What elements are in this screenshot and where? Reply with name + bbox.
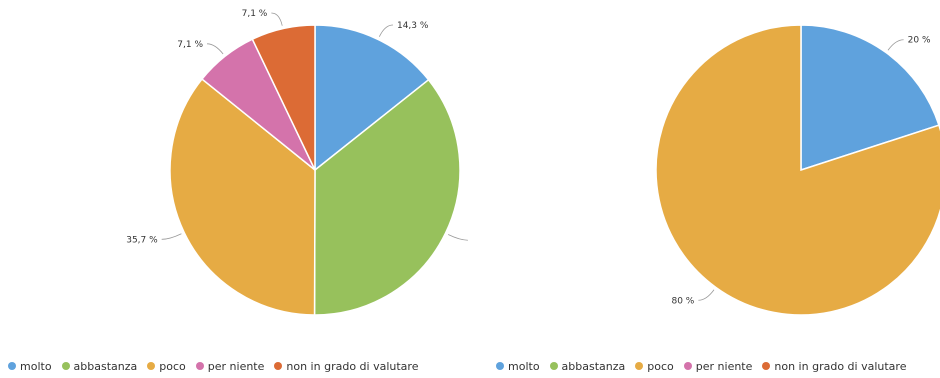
slice-label-poco: 35,7 % — [126, 235, 158, 245]
pie-slice-molto[interactable] — [314, 24, 430, 172]
slice-label-per-niente: 7,1 % — [177, 40, 203, 50]
slice-label-molto: 14,3 % — [397, 21, 429, 31]
pie-chart-right: 20 % 80 % molto abbastanza poco per nient… — [470, 0, 940, 378]
legend-right: molto abbastanza poco per niente non in … — [496, 358, 916, 374]
legend-dot-abbastanza — [549, 362, 558, 370]
legend-left: molto abbastanza poco per niente non in … — [8, 358, 428, 374]
legend-item-non-in-grado[interactable]: non in grado di valutare — [762, 360, 906, 373]
legend-item-per-niente[interactable]: per niente — [683, 359, 753, 373]
leader-line-non-in-grado-di-valutare — [271, 12, 283, 26]
legend-dot-abbastanza — [61, 362, 70, 370]
legend-item-abbastanza[interactable]: abbastanza — [61, 359, 138, 373]
pie-slice-non-in-grado-di-valutare[interactable] — [251, 24, 316, 171]
slice-label-non-in-grado-di-valutare: 7,1 % — [242, 9, 268, 19]
legend-dot-poco — [147, 362, 156, 370]
legend-dot-per-niente — [683, 362, 692, 370]
legend-dot-molto — [496, 362, 504, 370]
pie-slice-abbastanza[interactable] — [313, 78, 461, 316]
legend-dot-poco — [635, 362, 644, 370]
legend-item-non-in-grado[interactable]: non in grado di valutare — [274, 360, 418, 373]
leader-line-poco — [698, 289, 715, 301]
pie-slice-molto[interactable] — [800, 24, 940, 172]
legend-item-abbastanza[interactable]: abbastanza — [549, 359, 626, 373]
legend-item-molto[interactable]: molto — [8, 360, 52, 373]
leader-line-per-niente — [207, 43, 224, 55]
legend-item-molto[interactable]: molto — [496, 360, 540, 373]
legend-label-molto: molto — [508, 359, 540, 373]
legend-label-per-niente: per niente — [207, 359, 265, 373]
legend-dot-non-in-grado — [274, 362, 283, 370]
leader-line-abbastanza — [448, 234, 468, 241]
leader-line-poco — [161, 233, 182, 240]
legend-label-molto: molto — [20, 359, 52, 373]
legend-item-per-niente[interactable]: per niente — [195, 359, 265, 373]
legend-label-abbastanza: abbastanza — [73, 359, 138, 373]
pie-right-plot: 20 % 80 % — [655, 24, 940, 316]
legend-dot-molto — [8, 362, 16, 370]
legend-item-poco[interactable]: poco — [635, 360, 674, 373]
leader-line-molto — [887, 39, 904, 51]
legend-label-non-in-grado: non in grado di valutare — [774, 359, 907, 373]
slice-label-molto: 20 % — [908, 36, 931, 46]
pie-chart-left: 14,3 %35,7 %35,7 %7,1 %7,1 % molto abbas… — [8, 9, 468, 374]
slice-label-poco: 80 % — [671, 296, 694, 306]
pie-slice-poco[interactable] — [169, 78, 316, 316]
legend-label-poco: poco — [647, 359, 674, 373]
pie-slice-poco[interactable] — [655, 24, 940, 316]
legend-label-poco: poco — [159, 359, 186, 373]
legend-item-poco[interactable]: poco — [147, 360, 186, 373]
leader-line-molto — [378, 24, 394, 37]
legend-label-abbastanza: abbastanza — [561, 359, 626, 373]
pie-left-plot: 14,3 %35,7 %35,7 %7,1 %7,1 % — [126, 9, 468, 316]
legend-label-non-in-grado: non in grado di valutare — [286, 359, 419, 373]
legend-label-per-niente: per niente — [695, 359, 753, 373]
legend-dot-per-niente — [195, 362, 204, 370]
legend-dot-non-in-grado — [762, 362, 771, 370]
